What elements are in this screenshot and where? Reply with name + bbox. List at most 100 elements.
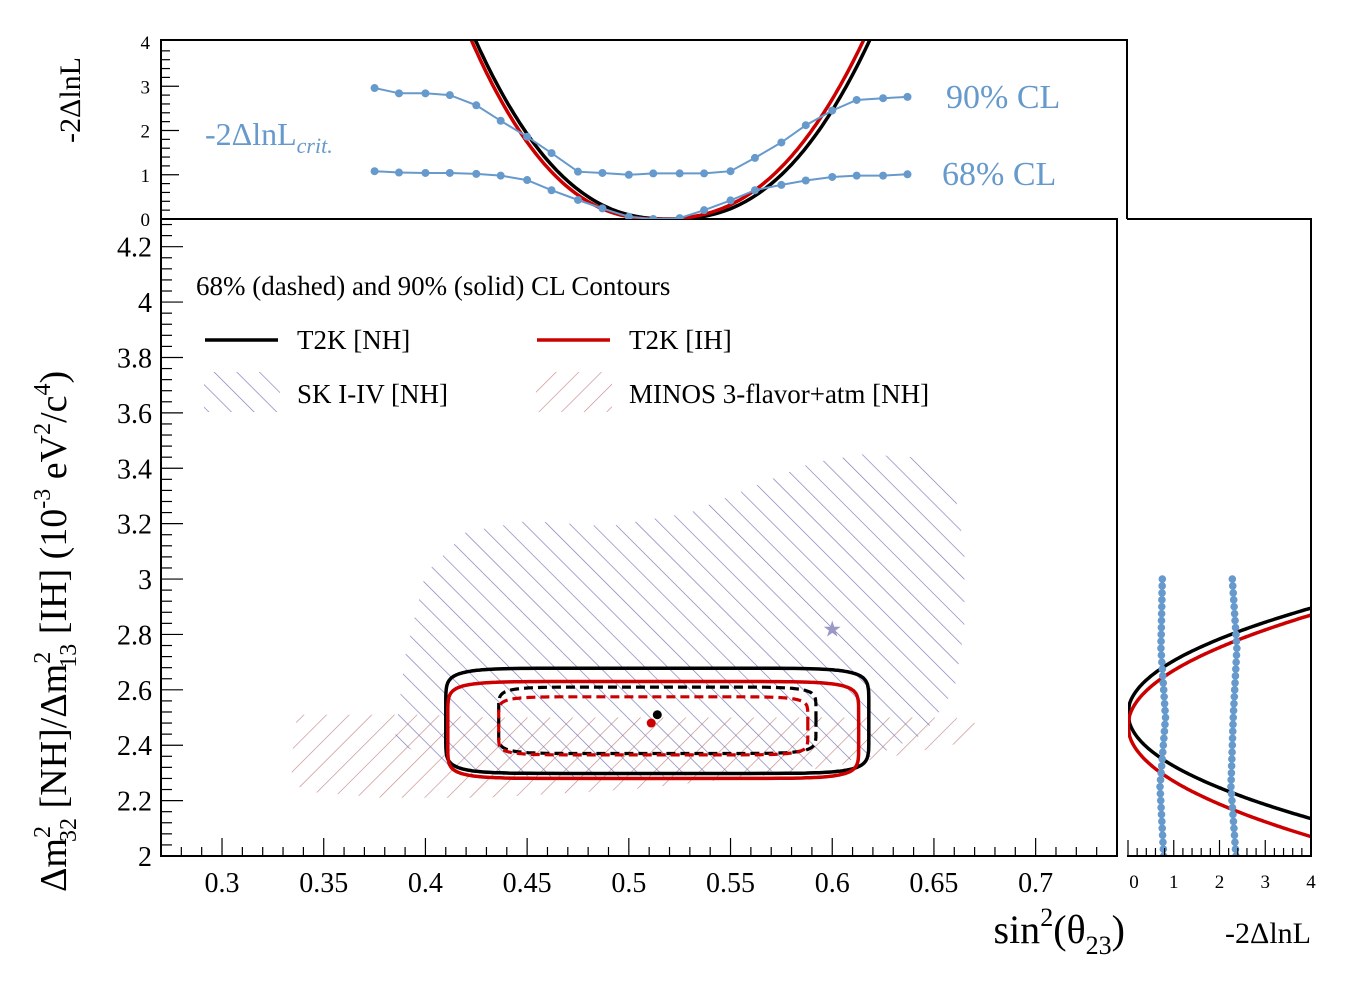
top-frame bbox=[160, 39, 1128, 219]
top-critical-point bbox=[801, 121, 810, 130]
top-y-tick-label: 1 bbox=[141, 166, 151, 187]
side-x-tick-label: 0 bbox=[1129, 872, 1139, 893]
legend-sk-label: SK I-IV [NH] bbox=[297, 379, 448, 409]
top-critical-points bbox=[370, 84, 912, 219]
top-critical-point bbox=[852, 171, 861, 180]
side-critical-point bbox=[1156, 782, 1164, 791]
side-critical-point bbox=[1230, 692, 1239, 701]
top-y-ticks: 0 1 2 3 4 bbox=[141, 33, 179, 231]
top-critical-point bbox=[496, 116, 505, 125]
top-critical-point bbox=[523, 132, 532, 141]
side-critical-point bbox=[1233, 644, 1241, 653]
side-critical-point bbox=[1160, 699, 1169, 708]
side-critical-point bbox=[1159, 679, 1168, 687]
side-critical-point bbox=[1229, 713, 1238, 722]
top-critical-point bbox=[472, 169, 481, 178]
side-critical-point bbox=[1158, 665, 1167, 673]
main-y-tick-label: 3.4 bbox=[117, 454, 152, 485]
side-critical-point bbox=[1228, 803, 1237, 812]
top-critical-point bbox=[777, 180, 786, 189]
side-critical-point bbox=[1156, 796, 1165, 805]
side-critical-point bbox=[1157, 623, 1166, 632]
top-critical-point bbox=[394, 168, 403, 177]
top-critical-point bbox=[573, 195, 582, 204]
side-critical-point bbox=[1161, 720, 1169, 729]
side-critical-point bbox=[1227, 782, 1235, 791]
side-x-tick-label: 2 bbox=[1215, 872, 1225, 893]
main-panel: ★ 0.3 0.35 0.4 0.45 0.5 0.55 0.6 0.65 0.7 2 2.2 2.… bbox=[30, 218, 1126, 960]
side-critical-point bbox=[1227, 762, 1236, 770]
t2k-ih-90cl-contour bbox=[446, 679, 861, 781]
top-critical-point bbox=[598, 204, 607, 213]
side-x-axis-title: -2ΔlnL bbox=[1225, 917, 1311, 950]
t2k-nh-68cl-contour bbox=[497, 685, 818, 756]
top-critical-point bbox=[547, 186, 556, 195]
top-critical-point bbox=[675, 214, 684, 219]
main-x-tick-label: 0.3 bbox=[205, 868, 240, 899]
side-nh-likelihood-curve bbox=[1128, 606, 1311, 821]
top-critical-point bbox=[649, 169, 658, 178]
top-68cl-label: 68% CL bbox=[942, 156, 1056, 193]
side-critical-point bbox=[1232, 658, 1240, 666]
side-critical-point bbox=[1232, 637, 1241, 646]
side-critical-point bbox=[1229, 589, 1238, 597]
side-critical-point bbox=[1228, 575, 1237, 583]
side-critical-point bbox=[1231, 679, 1239, 687]
top-critical-point bbox=[573, 167, 582, 176]
main-x-tick-label: 0.65 bbox=[909, 868, 958, 899]
main-y-tick-label: 2.8 bbox=[117, 620, 152, 651]
side-critical-point bbox=[1158, 748, 1167, 756]
top-critical-point bbox=[777, 138, 786, 147]
side-critical-point bbox=[1160, 734, 1168, 743]
t2k-nh-best-fit-point bbox=[652, 710, 662, 720]
side-critical-point bbox=[1230, 699, 1238, 708]
top-critical-point bbox=[852, 95, 861, 104]
side-critical-point bbox=[1228, 727, 1237, 736]
top-critical-point bbox=[472, 101, 481, 110]
side-critical-point bbox=[1229, 706, 1238, 715]
side-critical-point bbox=[1227, 769, 1236, 777]
top-critical-90cl-line bbox=[374, 87, 908, 176]
top-critical-point bbox=[675, 169, 684, 178]
main-x-tick-label: 0.4 bbox=[408, 868, 443, 899]
main-y-axis-title: Δm232 [NH]/Δm213 [IH] (10-3 eV2/c4) bbox=[30, 371, 82, 892]
side-critical-point bbox=[1157, 616, 1166, 625]
main-x-axis-title: sin2(θ23) bbox=[994, 903, 1126, 960]
side-critical-point bbox=[1230, 686, 1239, 694]
side-critical-point bbox=[1158, 755, 1167, 763]
side-critical-point bbox=[1227, 789, 1236, 798]
main-y-tick-label: 2.6 bbox=[117, 676, 152, 707]
t2k-ih-68cl-contour bbox=[497, 695, 810, 757]
top-critical-point bbox=[370, 84, 379, 93]
side-critical-point bbox=[1230, 824, 1238, 833]
top-critical-point bbox=[879, 94, 888, 103]
side-critical-point bbox=[1228, 741, 1237, 750]
side-critical-point bbox=[1157, 609, 1166, 618]
side-critical-point bbox=[1159, 686, 1168, 694]
top-y-axis-title: -2ΔlnL bbox=[54, 57, 87, 143]
top-critical-point bbox=[903, 170, 912, 179]
main-y-tick-label: 3 bbox=[138, 565, 152, 596]
top-90cl-label: 90% CL bbox=[946, 79, 1060, 116]
side-critical-point bbox=[1157, 803, 1165, 812]
side-critical-point bbox=[1157, 630, 1166, 639]
side-critical-points bbox=[1156, 575, 1241, 856]
top-y-tick-label: 4 bbox=[141, 33, 151, 54]
side-critical-point bbox=[1156, 776, 1165, 784]
top-critical-68cl-line bbox=[374, 170, 908, 219]
side-critical-point bbox=[1157, 810, 1166, 819]
main-y-tick-label: 2.4 bbox=[117, 731, 152, 762]
top-critical-point bbox=[523, 176, 532, 185]
legend: 68% (dashed) and 90% (solid) CL Contours… bbox=[196, 271, 929, 412]
top-critical-point bbox=[828, 172, 837, 181]
side-frame bbox=[1127, 218, 1312, 857]
side-critical-point bbox=[1158, 589, 1166, 597]
top-critical-point bbox=[421, 168, 430, 177]
side-critical-point bbox=[1158, 831, 1167, 840]
side-critical-point bbox=[1158, 824, 1167, 833]
side-critical-point bbox=[1160, 727, 1169, 736]
top-y-tick-label: 2 bbox=[141, 122, 151, 143]
t2k-ih-best-fit-point bbox=[646, 718, 656, 728]
side-critical-point bbox=[1158, 672, 1167, 680]
side-critical-point bbox=[1158, 817, 1166, 826]
